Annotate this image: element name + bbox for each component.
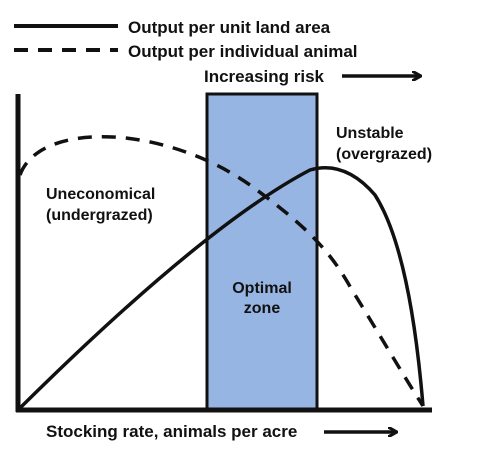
zone-label: zone (244, 300, 281, 317)
optimal-label: Optimal (232, 280, 292, 297)
animal-output-curve (18, 134, 425, 407)
legend-dashed-label: Output per individual animal (128, 42, 358, 61)
unstable-label: Unstable (336, 125, 404, 142)
undergrazed-label: (undergrazed) (46, 207, 153, 224)
legend-solid-label: Output per unit land area (128, 18, 331, 37)
x-axis-label: Stocking rate, animals per acre (46, 422, 297, 441)
optimal-zone (205, 92, 319, 412)
overgrazed-label: (overgrazed) (336, 146, 432, 163)
land-output-curve (18, 166, 425, 410)
risk-label: Increasing risk (204, 67, 325, 86)
uneconomical-label: Uneconomical (46, 186, 155, 203)
